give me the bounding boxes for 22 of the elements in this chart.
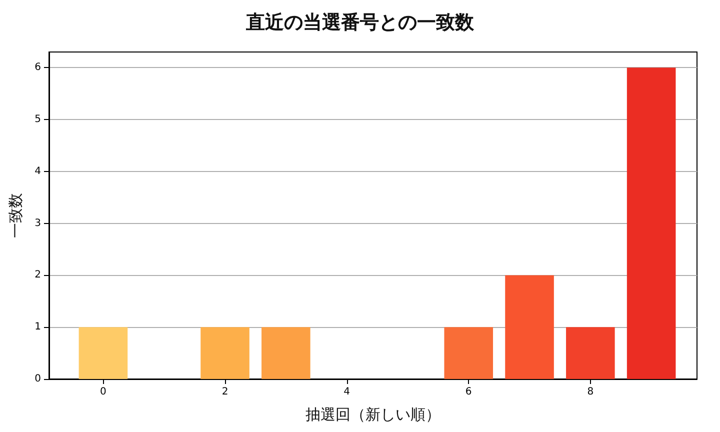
chart-title: 直近の当選番号との一致数 bbox=[245, 12, 475, 34]
y-axis-title: 一致数 bbox=[6, 193, 24, 238]
x-tick-label: 0 bbox=[100, 386, 106, 398]
bar bbox=[626, 68, 676, 379]
bar bbox=[78, 327, 128, 379]
x-tick-label: 4 bbox=[344, 386, 350, 398]
y-tick-label: 2 bbox=[34, 270, 41, 281]
y-tick-label: 0 bbox=[34, 374, 41, 384]
x-tick-label: 8 bbox=[587, 386, 594, 398]
bar bbox=[566, 327, 615, 379]
bar bbox=[444, 327, 494, 379]
x-tick-label: 2 bbox=[222, 386, 228, 398]
y-tick-label: 3 bbox=[34, 218, 41, 229]
x-axis-title: 抽選回（新しい順） bbox=[306, 406, 440, 424]
y-tick-label: 1 bbox=[34, 322, 41, 333]
bar bbox=[200, 327, 250, 379]
y-tick-label: 4 bbox=[34, 166, 41, 177]
bar bbox=[505, 275, 554, 379]
bar bbox=[262, 327, 310, 379]
x-tick-label: 6 bbox=[465, 386, 472, 398]
y-tick-label: 5 bbox=[34, 114, 41, 125]
y-tick-label: 6 bbox=[34, 62, 41, 74]
